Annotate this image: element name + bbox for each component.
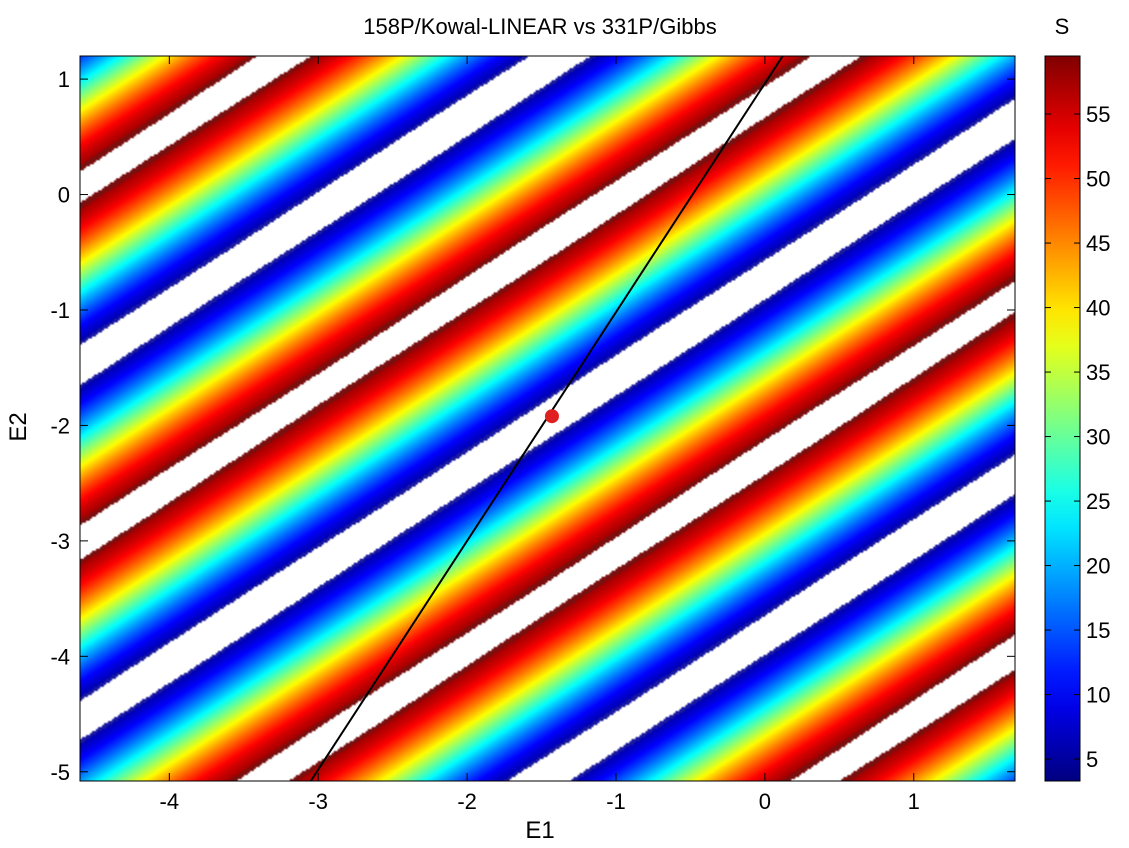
colorbar-tick-label: 45	[1086, 231, 1110, 256]
x-tick-label: 0	[759, 789, 771, 814]
colorbar-gradient	[1045, 56, 1080, 781]
y-tick-label: 0	[58, 183, 70, 208]
y-tick-label: -5	[50, 760, 70, 785]
colorbar-tick-label: 10	[1086, 683, 1110, 708]
colorbar-ticks: 5 10 15 20 25 30 35 40 45 50 55	[1045, 102, 1110, 772]
y-axis-label: E2	[5, 412, 32, 441]
y-tick-label: -2	[50, 413, 70, 438]
y-tick-label: -1	[50, 298, 70, 323]
x-axis: -4 -3 -2 -1 0 1	[160, 56, 920, 814]
colorbar-label: S	[1055, 14, 1070, 39]
chart-title: 158P/Kowal-LINEAR vs 331P/Gibbs	[363, 14, 716, 39]
colorbar-tick-label: 25	[1086, 489, 1110, 514]
y-axis: 1 0 -1 -2 -3 -4 -5	[50, 67, 1015, 785]
colorbar-tick-label: 55	[1086, 102, 1110, 127]
y-tick-label: 1	[58, 67, 70, 92]
colorbar-tick-label: 30	[1086, 425, 1110, 450]
colorbar-tick-label: 40	[1086, 296, 1110, 321]
colorbar-tick-label: 5	[1086, 747, 1098, 772]
y-tick-label: -3	[50, 529, 70, 554]
x-axis-label: E1	[525, 817, 554, 844]
x-tick-label: -1	[606, 789, 626, 814]
y-tick-label: -4	[50, 644, 70, 669]
colorbar-border	[1044, 55, 1081, 782]
x-tick-label: 1	[908, 789, 920, 814]
colorbar-tick-label: 50	[1086, 167, 1110, 192]
colorbar-tick-label: 35	[1086, 360, 1110, 385]
plot-border	[79, 55, 1016, 782]
colorbar-tick-label: 15	[1086, 618, 1110, 643]
marker-point	[544, 409, 559, 424]
x-tick-label: -2	[457, 789, 477, 814]
colorbar-tick-label: 20	[1086, 554, 1110, 579]
colorbar: 5 10 15 20 25 30 35 40 45 50 55 S	[1044, 14, 1110, 782]
x-tick-label: -4	[160, 789, 180, 814]
x-tick-label: -3	[308, 789, 328, 814]
